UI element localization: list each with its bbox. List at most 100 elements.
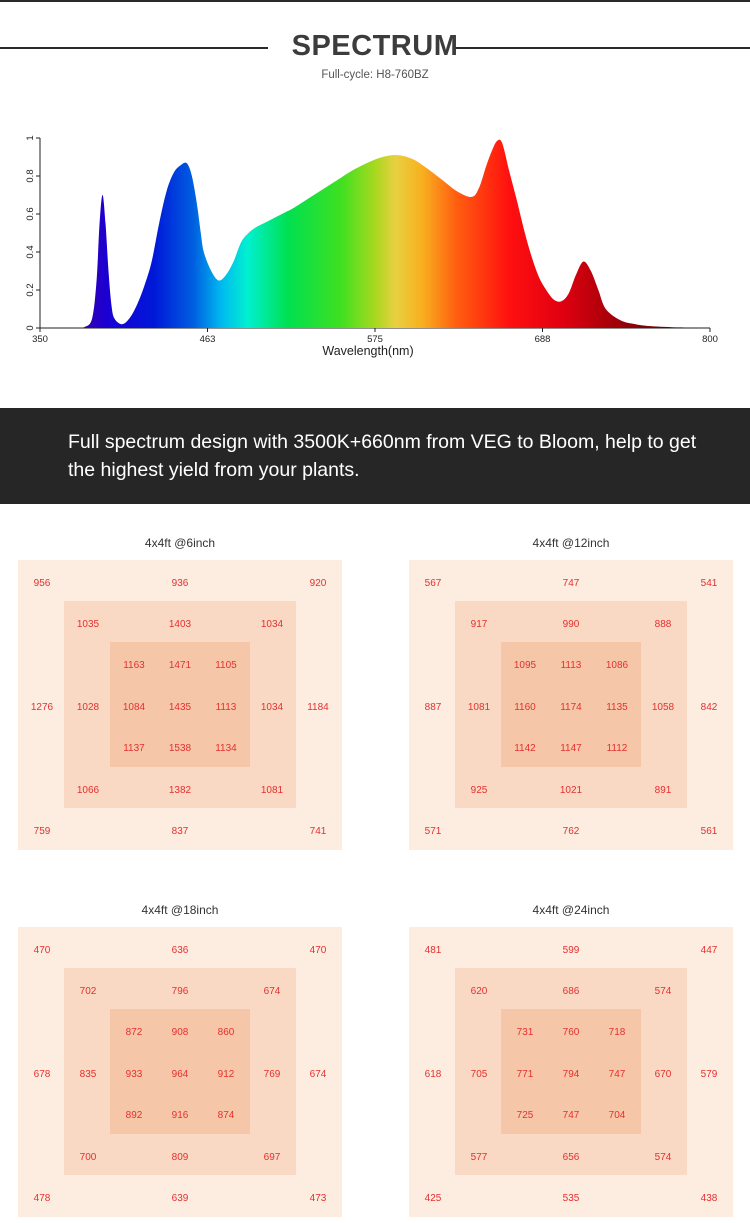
banner-text: Full spectrum design with 3500K+660nm fr… <box>68 431 697 481</box>
ppfd-value: 481 <box>424 945 442 956</box>
ppfd-grid: 4x4ft @24inch 481 599 447 620 686 574 731 760 718… <box>409 903 733 1223</box>
x-tick-label: 350 <box>32 334 48 345</box>
section-title: SPECTRUM <box>291 30 459 62</box>
ppfd-value: 908 <box>171 1027 189 1038</box>
ppfd-value: 872 <box>125 1027 143 1038</box>
ppfd-value: 1382 <box>168 785 192 796</box>
ppfd-value: 1112 <box>606 743 628 754</box>
ppfd-value: 656 <box>562 1152 580 1163</box>
ppfd-value: 478 <box>33 1193 51 1204</box>
ppfd-value: 700 <box>79 1152 97 1163</box>
ppfd-value: 936 <box>171 578 189 589</box>
ppfd-value: 535 <box>562 1193 580 1204</box>
ppfd-value: 1105 <box>215 660 237 671</box>
ppfd-value: 599 <box>562 945 580 956</box>
ppfd-value: 1021 <box>559 785 583 796</box>
spectrum-curve <box>40 139 710 328</box>
ppfd-value: 674 <box>263 986 281 997</box>
ppfd-value: 1113 <box>215 702 237 713</box>
ppfd-grid: 4x4ft @12inch 567 747 541 917 990 888 1095 1113 1… <box>409 536 733 856</box>
info-banner: Full spectrum design with 3500K+660nm fr… <box>0 408 750 504</box>
ppfd-value: 1058 <box>651 702 675 713</box>
grid-outer-zone <box>409 560 733 850</box>
ppfd-value: 1142 <box>514 743 536 754</box>
ppfd-value: 425 <box>424 1193 442 1204</box>
x-axis-label: Wavelength(nm) <box>322 344 413 358</box>
ppfd-value: 1034 <box>260 702 284 713</box>
ppfd-value: 912 <box>217 1069 235 1080</box>
ppfd-value: 888 <box>654 619 672 630</box>
ppfd-grid: 4x4ft @18inch 470 636 470 702 796 674 872 908 860… <box>18 903 342 1223</box>
ppfd-value: 747 <box>608 1069 626 1080</box>
ppfd-value: 1066 <box>76 785 100 796</box>
ppfd-grid: 4x4ft @6inch 956 936 920 1035 1403 1034 1163 147… <box>18 536 342 856</box>
model-subtitle: Full-cycle: H8-760BZ <box>321 69 429 81</box>
x-tick-label: 463 <box>200 334 216 345</box>
ppfd-value: 1174 <box>560 702 582 713</box>
grid-title: 4x4ft @12inch <box>532 536 610 550</box>
ppfd-value: 702 <box>79 986 97 997</box>
ppfd-value: 1028 <box>76 702 100 713</box>
ppfd-value: 1095 <box>513 660 537 671</box>
grid-title: 4x4ft @24inch <box>532 903 610 917</box>
ppfd-value: 990 <box>562 619 580 630</box>
ppfd-value: 1086 <box>605 660 629 671</box>
ppfd-value: 1276 <box>30 702 54 713</box>
ppfd-value: 541 <box>700 578 718 589</box>
ppfd-value: 1147 <box>560 743 582 754</box>
ppfd-value: 447 <box>700 945 718 956</box>
ppfd-value: 705 <box>470 1069 488 1080</box>
ppfd-value: 1134 <box>215 743 237 754</box>
ppfd-value: 794 <box>562 1069 580 1080</box>
ppfd-value: 731 <box>516 1027 534 1038</box>
x-tick-label: 800 <box>702 334 718 345</box>
ppfd-value: 1034 <box>260 619 284 630</box>
ppfd-value: 1435 <box>168 702 192 713</box>
ppfd-value: 759 <box>33 826 51 837</box>
ppfd-value: 842 <box>700 702 718 713</box>
ppfd-value: 892 <box>125 1110 143 1121</box>
ppfd-value: 561 <box>700 826 718 837</box>
grid-inner-zone <box>501 642 641 767</box>
ppfd-value: 1403 <box>168 619 192 630</box>
y-tick-label: 0.4 <box>25 245 36 258</box>
top-border <box>0 0 750 2</box>
ppfd-value: 618 <box>424 1069 442 1080</box>
ppfd-value: 473 <box>309 1193 327 1204</box>
ppfd-value: 1035 <box>76 619 100 630</box>
ppfd-value: 620 <box>470 986 488 997</box>
ppfd-value: 796 <box>171 986 189 997</box>
ppfd-value: 874 <box>217 1110 235 1121</box>
ppfd-value: 577 <box>470 1152 488 1163</box>
ppfd-value: 1137 <box>123 743 145 754</box>
spectrum-chart: 0 0.2 0.4 0.6 0.8 1 350 463 575 688 800 Wavelengt… <box>25 135 718 358</box>
ppfd-value: 636 <box>171 945 189 956</box>
x-tick-label: 688 <box>535 334 551 345</box>
ppfd-value: 741 <box>309 826 327 837</box>
ppfd-value: 1135 <box>606 702 628 713</box>
ppfd-value: 1471 <box>168 660 192 671</box>
ppfd-value: 760 <box>562 1027 580 1038</box>
grid-outer-zone <box>409 927 733 1217</box>
ppfd-value: 933 <box>125 1069 143 1080</box>
grid-outer-zone <box>18 560 342 850</box>
grid-title: 4x4ft @6inch <box>144 536 216 550</box>
ppfd-value: 920 <box>309 578 327 589</box>
grid-outer-zone <box>18 927 342 1217</box>
ppfd-value: 574 <box>654 986 672 997</box>
y-tick-label: 0.2 <box>25 283 36 296</box>
ppfd-value: 639 <box>171 1193 189 1204</box>
ppfd-value: 771 <box>516 1069 534 1080</box>
ppfd-value: 470 <box>309 945 327 956</box>
ppfd-value: 697 <box>263 1152 281 1163</box>
ppfd-value: 470 <box>33 945 51 956</box>
ppfd-value: 917 <box>470 619 488 630</box>
ppfd-value: 747 <box>562 578 580 589</box>
ppfd-value: 1113 <box>560 660 582 671</box>
grid-inner-zone <box>501 1009 641 1134</box>
x-tick-label: 575 <box>367 334 383 345</box>
grid-inner-zone <box>110 1009 250 1134</box>
ppfd-value: 670 <box>654 1069 672 1080</box>
y-tick-label: 0 <box>25 325 36 330</box>
ppfd-value: 438 <box>700 1193 718 1204</box>
